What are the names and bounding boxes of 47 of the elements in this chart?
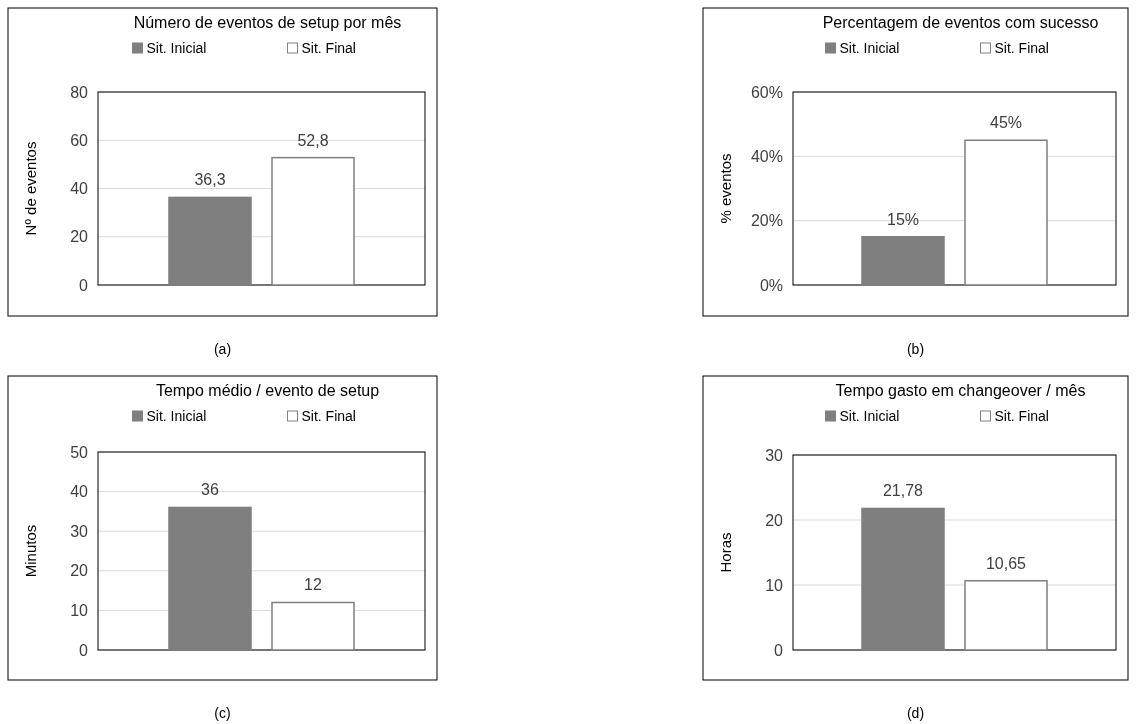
y-axis-title: Nº de eventos <box>22 141 39 236</box>
y-tick-label: 30 <box>70 522 89 540</box>
legend-label: Sit. Inicial <box>839 407 900 424</box>
legend-label: Sit. Inicial <box>839 39 900 56</box>
y-tick-label: 0% <box>759 276 783 294</box>
legend-label: Sit. Final <box>301 39 356 56</box>
text: (a) <box>213 341 232 357</box>
legend-label: Sit. Final <box>994 39 1049 56</box>
y-axis-title: Horas <box>717 532 734 573</box>
y-tick-label: 0 <box>774 641 784 659</box>
y-tick-label: 30 <box>765 446 784 464</box>
y-tick-label: 20 <box>70 562 89 580</box>
y-tick-label: 20 <box>70 228 89 246</box>
data-label: 52,8 <box>297 131 329 149</box>
legend-label: Sit. Final <box>994 407 1049 424</box>
y-tick-label: 60 <box>70 131 89 149</box>
y-tick-label: 50 <box>70 443 89 461</box>
data-label: 36 <box>201 481 219 499</box>
data-label: 36,3 <box>194 171 226 189</box>
chart-title: Percentagem de eventos com sucesso <box>822 14 1099 31</box>
legend-label: Sit. Inicial <box>146 407 207 424</box>
y-tick-label: 20% <box>750 212 783 230</box>
legend-label: Sit. Inicial <box>146 39 207 56</box>
y-tick-label: 10 <box>70 602 89 619</box>
y-tick-label: 80 <box>70 83 89 101</box>
y-tick-label: 40 <box>70 483 89 501</box>
chart-title: Tempo médio / evento de setup <box>155 382 380 399</box>
data-label: 12 <box>304 576 322 594</box>
data-label: 45% <box>989 114 1023 132</box>
text: (b) <box>906 341 925 357</box>
text: (d) <box>906 705 925 721</box>
chart-title: Tempo gasto em changeover / mês <box>835 382 1086 399</box>
y-axis-title: Minutos <box>22 524 39 578</box>
legend-label: Sit. Final <box>301 407 356 424</box>
text: (c) <box>214 705 231 721</box>
y-tick-label: 60% <box>750 83 783 101</box>
data-label: 21,78 <box>882 482 924 500</box>
y-tick-label: 0 <box>79 641 89 659</box>
data-label: 10,65 <box>985 554 1027 572</box>
chart-title: Número de eventos de setup por mês <box>133 14 402 31</box>
y-tick-label: 40 <box>70 180 89 198</box>
y-tick-label: 20 <box>765 511 784 529</box>
data-label: 15% <box>886 210 920 228</box>
y-tick-label: 10 <box>765 576 784 594</box>
y-tick-label: 40% <box>750 147 783 165</box>
y-tick-label: 0 <box>79 276 89 294</box>
y-axis-title: % eventos <box>717 153 734 224</box>
